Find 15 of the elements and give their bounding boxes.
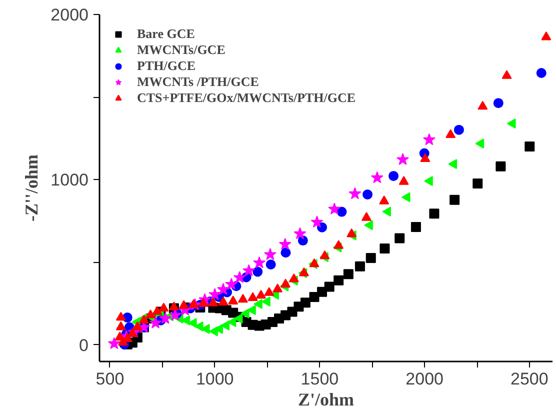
legend-label: CTS+PTFE/GOx/MWCNTs/PTH/GCE [137,90,356,106]
legend-label: MWCNTs/GCE [137,42,226,58]
x-tick-label: 2500 [510,370,548,388]
y-tick-label: 0 [79,336,89,355]
legend-label: Bare GCE [137,26,195,42]
legend-label: MWCNTs /PTH/GCE [137,74,259,90]
legend-label: PTH/GCE [137,58,196,74]
x-tick-label: 1500 [300,370,339,388]
x-tick-label: 500 [96,370,124,388]
y-tick-label: 2000 [50,6,89,24]
x-axis-title: Z'/ohm [298,390,354,410]
x-tick-label: 2000 [406,370,444,388]
x-tick-label: 1000 [196,370,234,388]
y-tick-label: 1000 [50,170,89,190]
y-axis-title: -Z''/ohm [22,154,42,222]
